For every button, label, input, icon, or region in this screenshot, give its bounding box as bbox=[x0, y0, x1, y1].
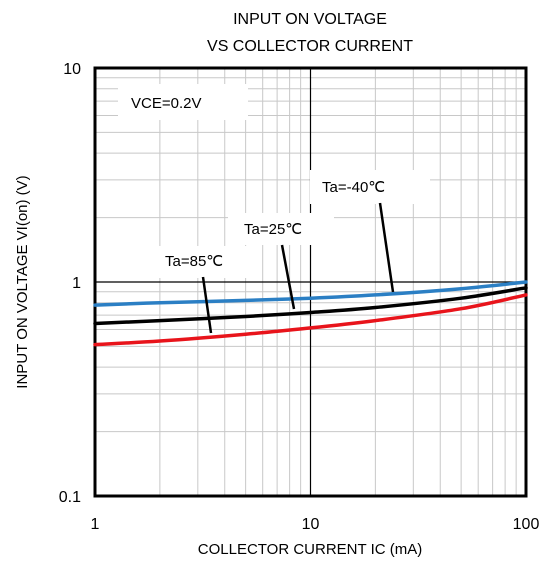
leader-line-85 bbox=[201, 276, 213, 334]
series-label-25: Ta=25℃ bbox=[244, 221, 302, 238]
leader-line-25 bbox=[280, 244, 296, 310]
series-line-0 bbox=[93, 280, 528, 307]
x-tick-label: 100 bbox=[513, 516, 540, 533]
series-label-bg-minus40 bbox=[310, 170, 430, 204]
y-tick-label: 1 bbox=[72, 275, 81, 292]
x-tick-label: 10 bbox=[302, 516, 320, 533]
x-axis-label: COLLECTOR CURRENT IC (mA) bbox=[198, 541, 422, 558]
y-tick-label: 0.1 bbox=[59, 489, 81, 506]
series-label-85: Ta=85℃ bbox=[165, 253, 223, 270]
chart-title-line2: VS COLLECTOR CURRENT bbox=[207, 38, 413, 55]
series-label-minus40: Ta=-40℃ bbox=[322, 179, 385, 196]
series-layer bbox=[93, 280, 528, 347]
series-label-bg-85 bbox=[152, 246, 258, 278]
condition-label: VCE=0.2V bbox=[131, 95, 201, 112]
tick-labels: 1 10 100 0.1 1 10 bbox=[59, 61, 540, 533]
condition-label-bg bbox=[118, 84, 248, 120]
grid bbox=[94, 67, 527, 497]
y-tick-label: 10 bbox=[63, 61, 81, 78]
series-line-1 bbox=[93, 286, 528, 326]
leader-line-minus40 bbox=[378, 202, 395, 293]
series-label-bg-25 bbox=[228, 213, 334, 245]
series-line-2 bbox=[93, 293, 528, 347]
x-tick-label: 1 bbox=[91, 516, 100, 533]
y-axis-label: INPUT ON VOLTAGE VI(on) (V) bbox=[14, 175, 31, 388]
chart-title-line1: INPUT ON VOLTAGE bbox=[233, 11, 387, 28]
